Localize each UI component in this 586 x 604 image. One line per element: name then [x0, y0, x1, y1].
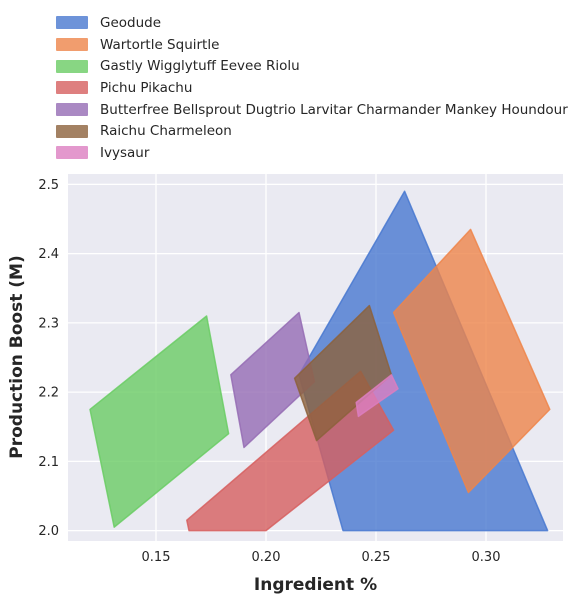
legend-swatch [56, 16, 88, 30]
y-tick-label: 2.4 [38, 247, 59, 262]
series-area-6 [355, 374, 399, 418]
x-tick-labels: 0.15 0.20 0.25 0.30 [142, 550, 501, 565]
legend-label: Ivysaur [100, 144, 150, 161]
y-tick-label: 2.1 [38, 455, 59, 470]
legend-item: Gastly Wigglytuff Eevee Riolu [56, 55, 568, 77]
legend-swatch [56, 124, 88, 138]
legend-label: Raichu Charmeleon [100, 123, 232, 140]
y-tick-label: 2.0 [38, 524, 59, 539]
legend-swatch [56, 59, 88, 73]
legend-swatch [56, 38, 88, 52]
legend-label: Geodude [100, 14, 162, 31]
legend-label: Wartortle Squirtle [100, 36, 220, 53]
y-tick-label: 2.2 [38, 386, 59, 401]
series-areas [89, 190, 551, 532]
y-axis-title: Production Boost (M) [7, 255, 27, 458]
series-area-1 [392, 228, 551, 494]
y-tick-label: 2.3 [38, 316, 59, 331]
legend-swatch [56, 81, 88, 95]
legend-swatch [56, 146, 88, 160]
legend-item: Butterfree Bellsprout Dugtrio Larvitar C… [56, 99, 568, 121]
x-tick-label: 0.20 [252, 550, 281, 565]
y-tick-labels: 2.0 2.1 2.2 2.3 2.4 2.5 [38, 178, 59, 539]
legend: Geodude Wartortle Squirtle Gastly Wigglytu… [56, 12, 568, 164]
x-tick-label: 0.25 [362, 550, 391, 565]
legend-label: Gastly Wigglytuff Eevee Riolu [100, 58, 300, 75]
legend-item: Pichu Pikachu [56, 77, 568, 99]
x-axis-title: Ingredient % [254, 575, 377, 595]
legend-swatch [56, 103, 88, 117]
legend-item: Geodude [56, 12, 568, 34]
legend-item: Wartortle Squirtle [56, 34, 568, 56]
legend-item: Raichu Charmeleon [56, 120, 568, 142]
y-tick-label: 2.5 [38, 178, 59, 193]
legend-label: Pichu Pikachu [100, 79, 193, 96]
x-tick-label: 0.15 [142, 550, 171, 565]
legend-item: Ivysaur [56, 142, 568, 164]
x-tick-label: 0.30 [472, 550, 501, 565]
legend-label: Butterfree Bellsprout Dugtrio Larvitar C… [100, 101, 568, 118]
series-area-2 [89, 315, 230, 528]
